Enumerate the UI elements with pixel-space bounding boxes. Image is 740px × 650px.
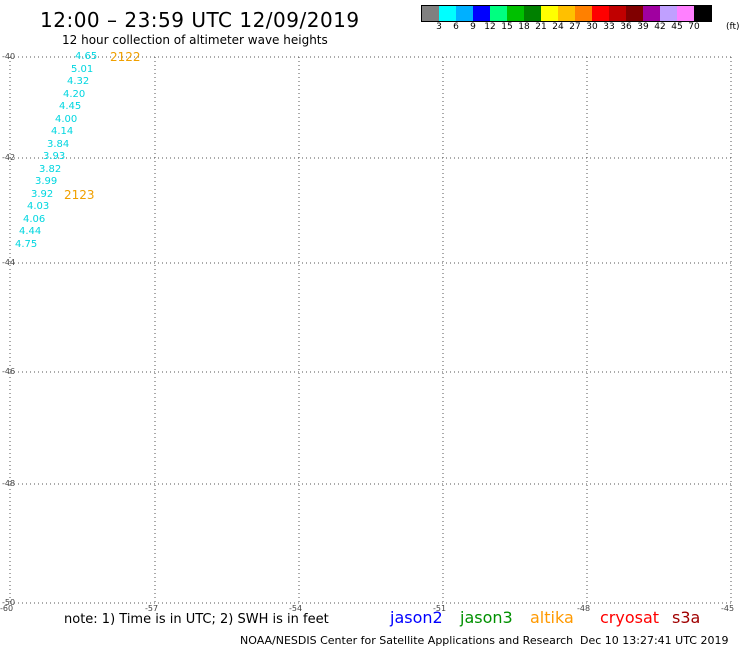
- longitude-label: -48: [577, 604, 591, 613]
- legend-swatch: [439, 6, 456, 21]
- legend-swatch: [575, 6, 592, 21]
- latitude-label: -44: [2, 258, 16, 267]
- wave-height-value: 4.20: [63, 88, 86, 100]
- generated-timestamp: Dec 10 13:27:41 UTC 2019: [580, 634, 729, 647]
- legend-swatch: [456, 6, 473, 21]
- wave-height-value: 4.00: [55, 113, 78, 125]
- wave-height-value: 4.32: [67, 76, 90, 87]
- legend-label: 24: [552, 22, 564, 32]
- legend-swatch: [422, 6, 439, 21]
- legend-label: 33: [603, 22, 615, 32]
- wave-height-value: 3.99: [35, 176, 58, 187]
- wave-height-value: 3.92: [31, 188, 54, 200]
- wave-height-value: 4.14: [51, 126, 74, 137]
- legend-swatch: [677, 6, 694, 21]
- legend-label: 36: [620, 22, 632, 32]
- legend-swatch: [541, 6, 558, 21]
- legend-swatch: [473, 6, 490, 21]
- longitude-label: -57: [145, 604, 159, 613]
- wave-height-value: 3.93: [43, 151, 66, 162]
- legend-swatch: [558, 6, 575, 21]
- wave-height-value: 4.03: [27, 201, 50, 212]
- legend-unit: (ft): [726, 22, 740, 32]
- legend-swatch: [643, 6, 660, 21]
- legend-label: 70: [688, 22, 700, 32]
- legend-swatch: [609, 6, 626, 21]
- wave-height-color-legend: [421, 5, 712, 22]
- wave-height-value: 4.45: [59, 101, 82, 112]
- wave-height-value: 5.01: [71, 63, 94, 75]
- wave-height-value: 3.84: [47, 138, 70, 150]
- footer-note: note: 1) Time is in UTC; 2) SWH is in fe…: [64, 612, 329, 627]
- legend-label: 39: [637, 22, 649, 32]
- satellite-name: altika: [530, 608, 574, 627]
- wave-height-value: 3.82: [39, 163, 62, 175]
- pass-time-label: 2122: [110, 50, 141, 64]
- legend-label: 9: [470, 22, 476, 32]
- legend-label: 15: [501, 22, 513, 32]
- satellite-name: jason2: [390, 608, 443, 627]
- satellite-name: jason3: [460, 608, 513, 627]
- latitude-label: -40: [2, 52, 16, 61]
- legend-swatch: [660, 6, 677, 21]
- latitude-label: -50: [2, 598, 16, 607]
- page-title: 12:00 – 23:59 UTC 12/09/2019: [40, 8, 360, 32]
- wave-height-value: 4.44: [19, 226, 42, 237]
- page-subtitle: 12 hour collection of altimeter wave hei…: [62, 33, 328, 47]
- longitude-label: -60: [0, 604, 14, 613]
- legend-label: 6: [453, 22, 459, 32]
- legend-label: 27: [569, 22, 581, 32]
- legend-label: 18: [518, 22, 530, 32]
- satellite-name: s3a: [672, 608, 701, 627]
- legend-swatch: [694, 6, 711, 21]
- legend-label: 21: [535, 22, 547, 32]
- legend-label: 12: [484, 22, 496, 32]
- legend-swatch: [490, 6, 507, 21]
- wave-height-value: 4.75: [15, 238, 38, 250]
- legend-swatch: [507, 6, 524, 21]
- legend-label: 30: [586, 22, 598, 32]
- latitude-label: -46: [2, 367, 16, 376]
- latitude-label: -42: [2, 153, 16, 162]
- latitude-label: -48: [2, 479, 16, 488]
- legend-swatch: [524, 6, 541, 21]
- wave-height-value: 4.65: [75, 51, 98, 62]
- legend-label: 3: [436, 22, 442, 32]
- wave-height-value: 4.06: [23, 213, 46, 225]
- legend-label: 45: [671, 22, 683, 32]
- legend-swatch: [626, 6, 643, 21]
- longitude-label: -45: [721, 604, 735, 613]
- legend-label: 42: [654, 22, 666, 32]
- satellite-name: cryosat: [600, 608, 660, 627]
- pass-time-label: 2123: [64, 188, 95, 202]
- longitude-label: -51: [433, 604, 447, 613]
- graticule: [9, 56, 732, 604]
- longitude-label: -54: [289, 604, 303, 613]
- credit-text: NOAA/NESDIS Center for Satellite Applica…: [240, 634, 574, 647]
- legend-swatch: [592, 6, 609, 21]
